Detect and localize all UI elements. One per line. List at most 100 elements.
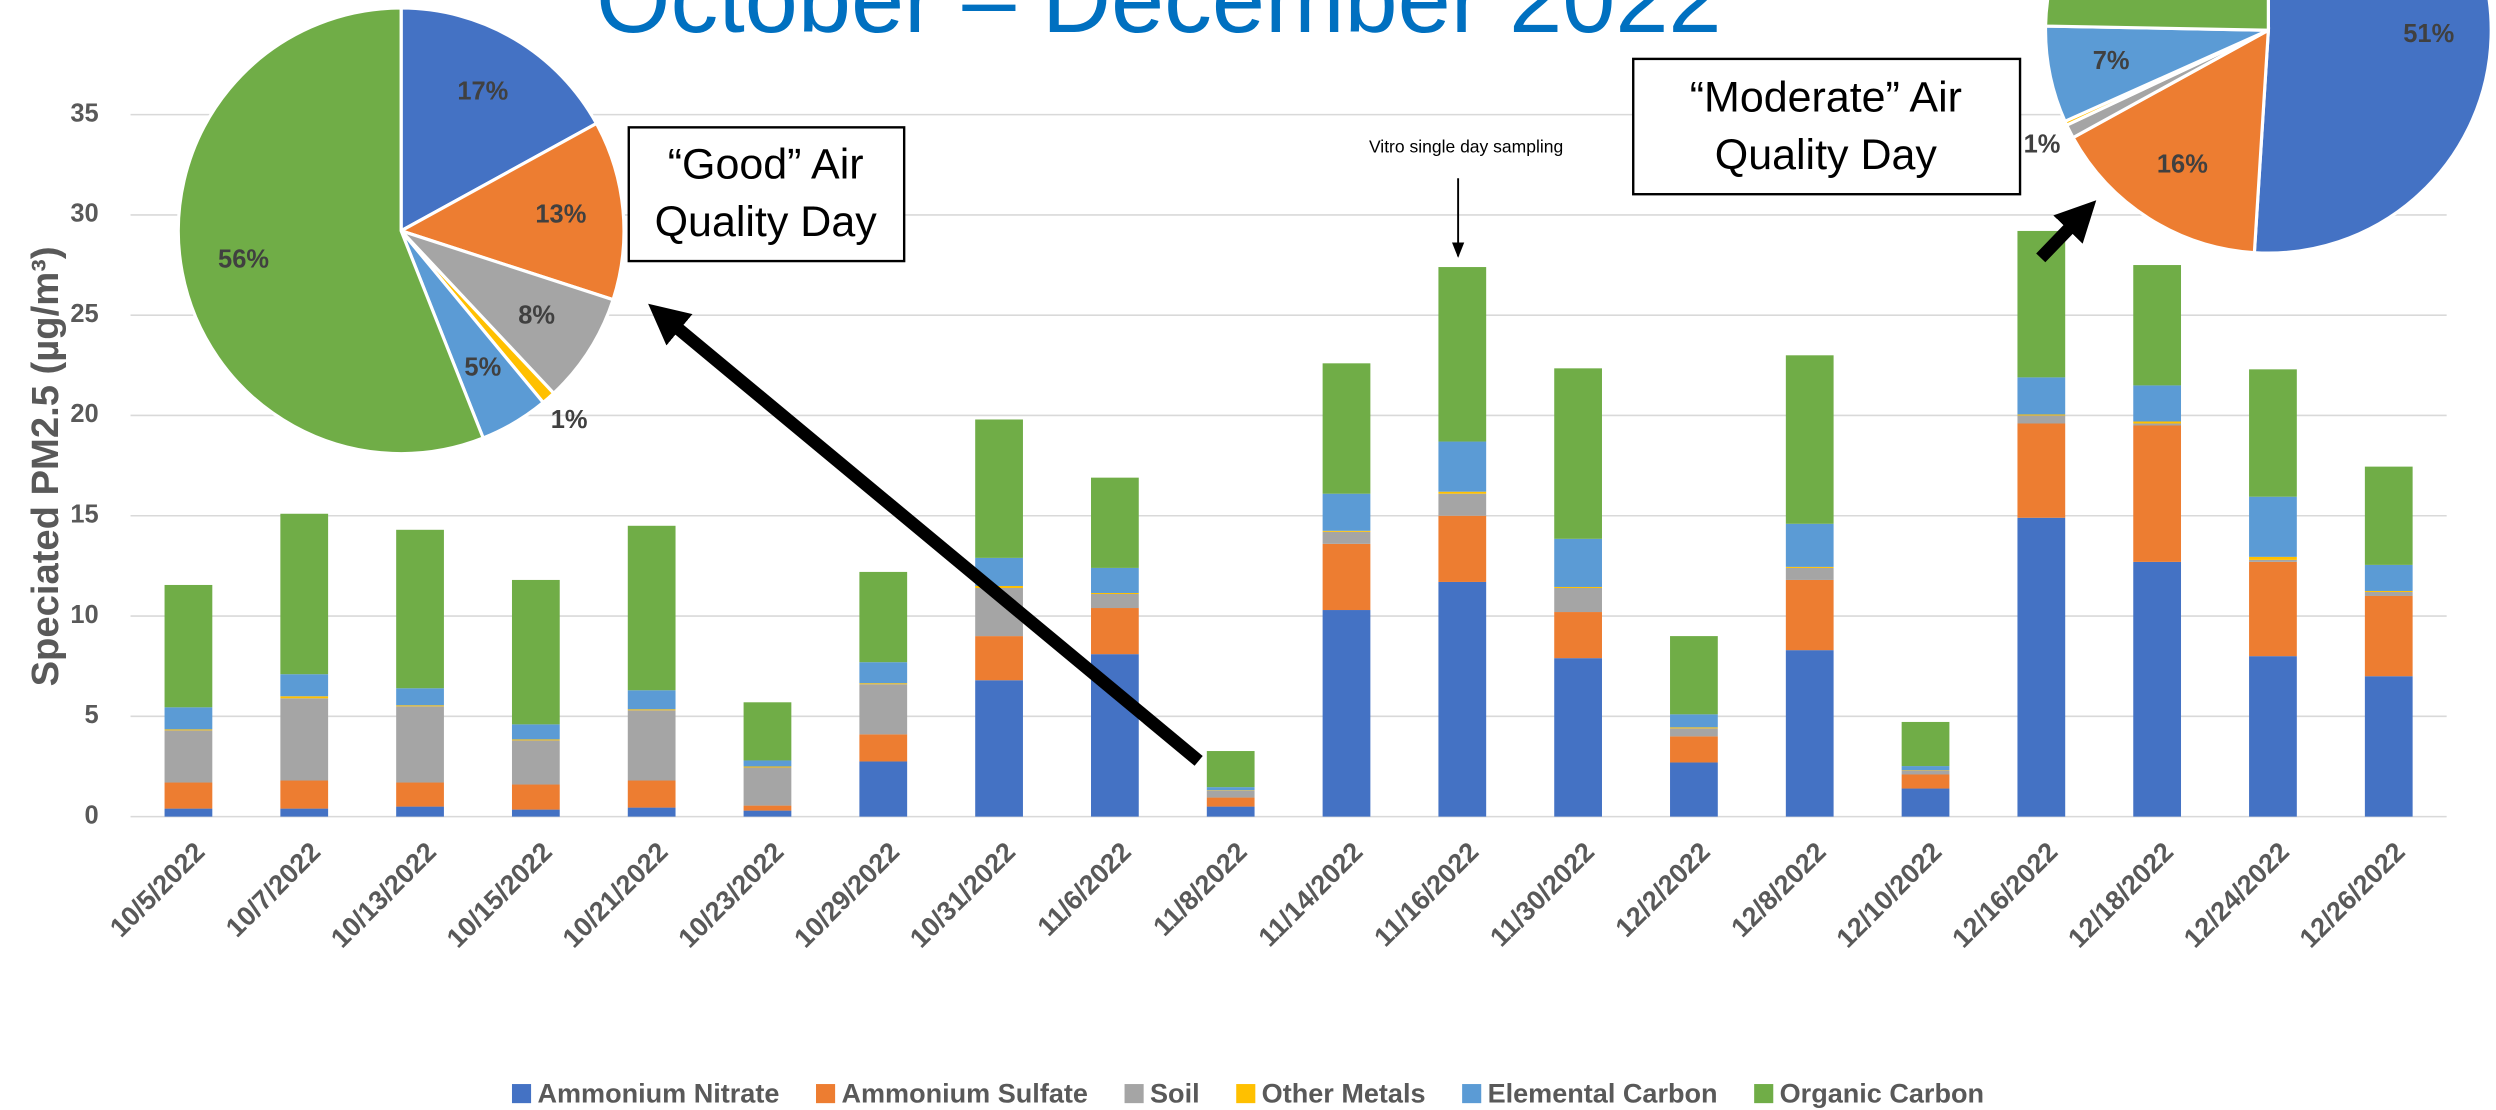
y-tick-label: 10 bbox=[70, 601, 98, 629]
bar-segment bbox=[975, 636, 1023, 681]
y-tick-label: 25 bbox=[70, 300, 98, 328]
bar-segment bbox=[743, 767, 792, 806]
pie-slice bbox=[2043, 0, 2270, 32]
pie-label: 1% bbox=[2024, 130, 2061, 158]
pie-label: 51% bbox=[2403, 20, 2454, 48]
bar-segment bbox=[2133, 385, 2182, 422]
bar-segment bbox=[164, 782, 213, 809]
bar-segment bbox=[1091, 477, 1139, 568]
bar-segment bbox=[280, 808, 329, 817]
bar-segment bbox=[1785, 566, 1834, 568]
bar-segment bbox=[2133, 265, 2182, 386]
bar-segment bbox=[164, 729, 213, 731]
pie-slice bbox=[399, 6, 599, 234]
pie-slice bbox=[397, 121, 626, 302]
legend-item: Soil bbox=[1124, 1078, 1200, 1108]
y-tick-label: 15 bbox=[70, 500, 98, 528]
x-tick-label: 10/21/2022 bbox=[557, 837, 674, 954]
bar-segment bbox=[280, 674, 329, 697]
legend-swatch bbox=[1124, 1084, 1144, 1104]
legend-item: Ammonium Nitrate bbox=[511, 1078, 779, 1108]
bar-segment bbox=[2133, 561, 2182, 817]
bar-segment bbox=[859, 571, 908, 663]
bar-segment bbox=[2364, 591, 2413, 596]
pie-label: 16% bbox=[2157, 150, 2208, 178]
bar-segment bbox=[2017, 517, 2066, 817]
legend-swatch bbox=[816, 1084, 836, 1104]
pie-label: 7% bbox=[2093, 47, 2130, 75]
arrow bbox=[648, 303, 1203, 766]
bar-segment bbox=[1322, 543, 1371, 611]
bar-segment bbox=[1554, 612, 1602, 659]
bar-segment bbox=[1322, 530, 1371, 532]
bar-segment bbox=[2133, 425, 2182, 562]
y-tick-label: 0 bbox=[85, 801, 99, 829]
bar-segment bbox=[743, 810, 792, 817]
bar-segment bbox=[1785, 567, 1834, 580]
bar-segment bbox=[2364, 676, 2413, 817]
legend-label: Elemental Carbon bbox=[1488, 1078, 1718, 1108]
bar-segment bbox=[2364, 466, 2413, 565]
bar-segment bbox=[1670, 727, 1718, 729]
legend-item: Other Metals bbox=[1236, 1078, 1426, 1108]
bar-segment bbox=[859, 761, 908, 817]
bar-segment bbox=[2249, 656, 2297, 817]
bar-segment bbox=[1901, 770, 1950, 775]
bar-segment bbox=[2364, 564, 2413, 591]
bar-segment bbox=[1901, 721, 1950, 767]
y-tick-label: 20 bbox=[70, 400, 98, 428]
annotation: “Moderate” Air bbox=[1690, 74, 1962, 122]
bar-segment bbox=[1206, 751, 1255, 788]
bar-segment bbox=[743, 766, 792, 768]
bar-segment bbox=[2017, 415, 2066, 424]
bar-segment bbox=[396, 806, 444, 817]
legend-label: Organic Carbon bbox=[1780, 1078, 1984, 1108]
bar-segment bbox=[511, 739, 560, 741]
annotation: Quality Day bbox=[655, 198, 878, 246]
bar-segment bbox=[627, 690, 676, 710]
bar-segment bbox=[743, 702, 792, 761]
bar-segment bbox=[1322, 531, 1371, 544]
x-tick-label: 11/30/2022 bbox=[1484, 837, 1600, 953]
pie-slice bbox=[2252, 0, 2493, 255]
bar-segment bbox=[1206, 797, 1255, 807]
bar-segment bbox=[1785, 579, 1834, 651]
bar-segment bbox=[2249, 496, 2297, 557]
bar-segment bbox=[1901, 788, 1950, 817]
x-tick-label: 11/14/2022 bbox=[1253, 837, 1369, 953]
bar-segment bbox=[743, 805, 792, 811]
y-tick-label: 30 bbox=[70, 200, 98, 228]
x-tick-label: 10/23/2022 bbox=[673, 837, 790, 954]
x-tick-label: 10/29/2022 bbox=[788, 837, 905, 954]
bar-segment bbox=[1670, 728, 1718, 737]
legend-label: Ammonium Nitrate bbox=[537, 1078, 779, 1108]
bar-segment bbox=[396, 529, 444, 689]
bar-segment bbox=[627, 780, 676, 808]
bar-segment bbox=[1438, 515, 1487, 582]
bar-segment bbox=[2364, 590, 2413, 592]
bar-segment bbox=[1785, 523, 1834, 567]
bar-segment bbox=[1438, 441, 1487, 492]
x-tick-label: 12/16/2022 bbox=[1946, 837, 2063, 954]
bar-segment bbox=[627, 710, 676, 781]
bar-segment bbox=[1554, 587, 1602, 613]
annotation: Vitro single day sampling bbox=[1369, 137, 1563, 157]
bar-segment bbox=[1554, 658, 1602, 817]
annotation-box bbox=[627, 126, 906, 263]
bar-segment bbox=[1554, 538, 1602, 587]
pie-slice bbox=[399, 229, 616, 396]
pie-slice bbox=[2070, 27, 2271, 255]
legend-swatch bbox=[511, 1084, 532, 1104]
pie-label: 8% bbox=[518, 302, 555, 330]
x-tick-label: 10/13/2022 bbox=[325, 837, 442, 954]
bar-segment bbox=[164, 808, 213, 817]
bar-segment bbox=[1901, 774, 1950, 789]
bar-segment bbox=[511, 809, 560, 817]
x-tick-label: 11/8/2022 bbox=[1147, 837, 1252, 942]
annotation-box bbox=[1632, 57, 2022, 196]
bar-segment bbox=[1206, 787, 1255, 791]
bar-segment bbox=[2249, 559, 2297, 562]
pie-label: 5% bbox=[464, 354, 501, 382]
